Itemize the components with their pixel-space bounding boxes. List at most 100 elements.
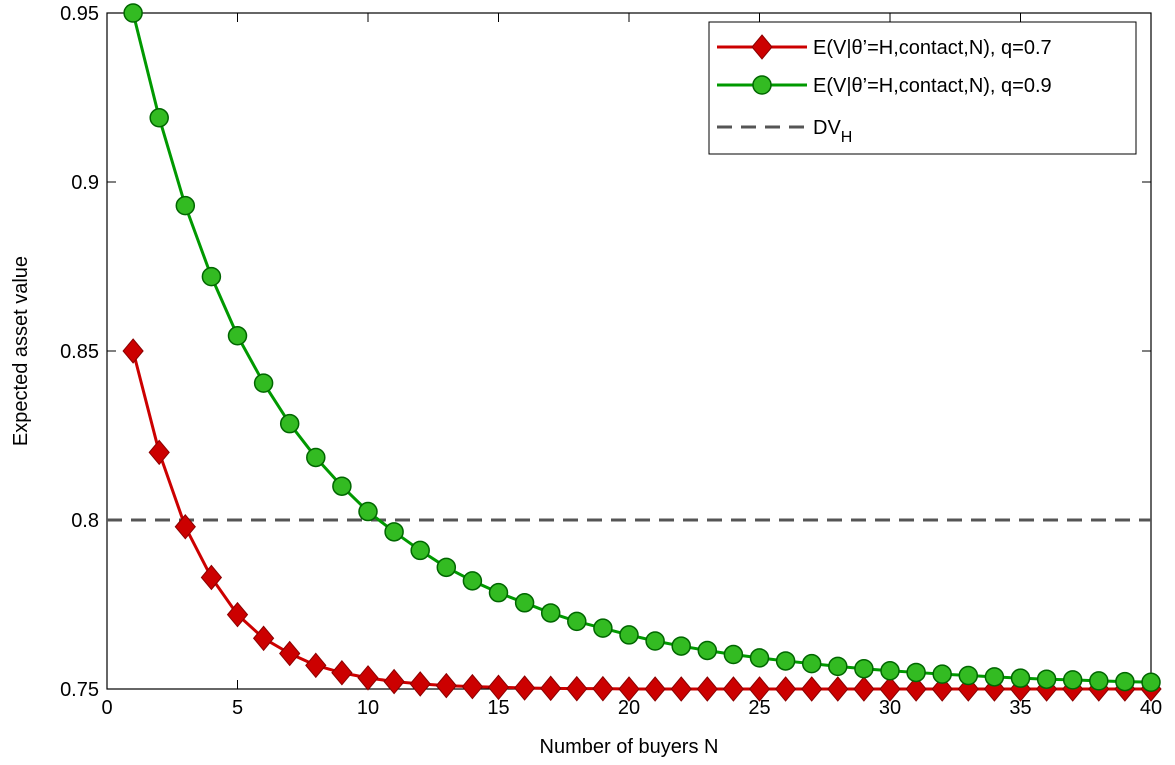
x-tick-label: 5	[232, 697, 243, 719]
data-point-diamond	[879, 676, 901, 702]
y-tick-label: 0.95	[60, 3, 99, 25]
data-point-circle	[1036, 669, 1057, 689]
data-point-circle	[567, 611, 587, 632]
data-point-circle	[462, 571, 483, 591]
x-tick-label: 40	[1140, 697, 1162, 719]
data-point-circle	[358, 501, 378, 522]
data-point-circle	[436, 557, 457, 578]
data-point-diamond	[931, 676, 953, 702]
legend-swatch-marker	[751, 34, 773, 60]
data-point-circle	[958, 665, 979, 686]
data-point-diamond	[618, 676, 640, 702]
data-point-diamond	[331, 659, 353, 686]
data-point-diamond	[696, 676, 718, 702]
data-point-diamond	[252, 625, 275, 652]
data-point-circle	[1089, 671, 1109, 691]
data-point-circle	[227, 326, 248, 346]
x-axis-label: Number of buyers N	[540, 736, 719, 758]
data-point-diamond	[853, 676, 875, 702]
data-point-circle	[854, 658, 874, 679]
data-point-circle	[123, 3, 143, 23]
data-point-circle	[279, 413, 300, 434]
data-point-circle	[1062, 670, 1083, 690]
data-point-diamond	[540, 675, 562, 702]
data-point-circle	[775, 651, 796, 671]
data-point-diamond	[279, 640, 301, 667]
data-point-circle	[932, 664, 952, 684]
data-point-diamond	[409, 671, 431, 697]
data-point-circle	[201, 266, 222, 287]
data-point-circle	[332, 476, 352, 496]
y-axis-label: Expected asset value	[10, 256, 32, 446]
data-point-diamond	[174, 513, 196, 540]
data-point-diamond	[748, 676, 771, 702]
data-point-diamond	[827, 676, 849, 702]
series-layer	[107, 3, 1162, 702]
data-point-diamond	[148, 439, 170, 466]
data-point-circle	[723, 644, 744, 665]
data-point-circle	[1141, 672, 1161, 692]
data-point-circle	[410, 540, 430, 561]
data-point-diamond	[435, 672, 457, 699]
data-point-circle	[749, 648, 770, 668]
data-point-diamond	[383, 668, 405, 695]
data-point-circle	[175, 195, 196, 216]
y-tick-label: 0.75	[60, 679, 99, 701]
y-tick-label: 0.85	[60, 341, 99, 363]
x-tick-label: 15	[487, 697, 509, 719]
data-point-diamond	[905, 676, 927, 702]
data-point-diamond	[487, 674, 510, 701]
data-point-circle	[645, 631, 665, 651]
data-point-circle	[906, 662, 926, 683]
legend-box	[708, 21, 1137, 155]
data-point-diamond	[670, 676, 692, 702]
data-point-diamond	[305, 652, 327, 679]
legend-swatch-marker	[752, 75, 772, 95]
data-point-circle	[697, 640, 718, 661]
data-point-circle	[384, 522, 404, 542]
data-point-circle	[253, 373, 274, 393]
data-point-circle	[306, 447, 326, 468]
data-point-circle	[671, 636, 691, 656]
x-tick-label: 0	[101, 697, 112, 719]
x-tick-label: 30	[879, 697, 901, 719]
data-point-circle	[514, 593, 535, 613]
data-point-circle	[984, 667, 1005, 687]
data-point-diamond	[226, 601, 249, 628]
data-point-diamond	[122, 338, 144, 364]
data-point-circle	[149, 108, 169, 128]
series-circle	[123, 3, 1161, 692]
data-point-circle	[1115, 671, 1135, 692]
data-point-circle	[540, 603, 561, 623]
data-point-diamond	[801, 676, 823, 702]
data-point-circle	[593, 618, 613, 638]
data-point-circle	[880, 660, 900, 681]
axis-tick-labels: 0 5 10 15 20 25 30 35 40 0.75 0.8 0.85 0.9 0.95	[60, 3, 1162, 719]
data-point-circle	[1010, 668, 1031, 688]
legend-label-dv-h: DVH	[813, 117, 852, 146]
series-line-diamond	[131, 350, 1151, 691]
legend-label: E(V|θ’=H,contact,N), q=0.7	[813, 37, 1052, 59]
data-point-circle	[801, 653, 822, 674]
data-point-circle	[619, 625, 639, 645]
data-point-diamond	[357, 665, 379, 691]
data-point-diamond	[592, 675, 614, 702]
x-tick-label: 35	[1009, 697, 1031, 719]
data-point-circle	[828, 656, 848, 677]
series-line-circle	[131, 12, 1152, 684]
legend: E(V|θ’=H,contact,N), q=0.7 E(V|θ’=H,conta…	[708, 21, 1137, 155]
data-point-diamond	[200, 564, 223, 591]
data-point-circle	[488, 582, 509, 603]
data-point-diamond	[566, 675, 588, 702]
data-point-diamond	[513, 675, 536, 701]
data-point-diamond	[644, 676, 666, 702]
x-tick-label: 25	[748, 697, 770, 719]
data-point-diamond	[774, 676, 797, 702]
data-point-diamond	[722, 676, 745, 702]
y-tick-label: 0.9	[71, 172, 99, 194]
x-tick-label: 20	[618, 697, 640, 719]
y-tick-label: 0.8	[71, 510, 99, 532]
x-tick-label: 10	[357, 697, 379, 719]
legend-items: E(V|θ’=H,contact,N), q=0.7 E(V|θ’=H,conta…	[717, 34, 1052, 146]
